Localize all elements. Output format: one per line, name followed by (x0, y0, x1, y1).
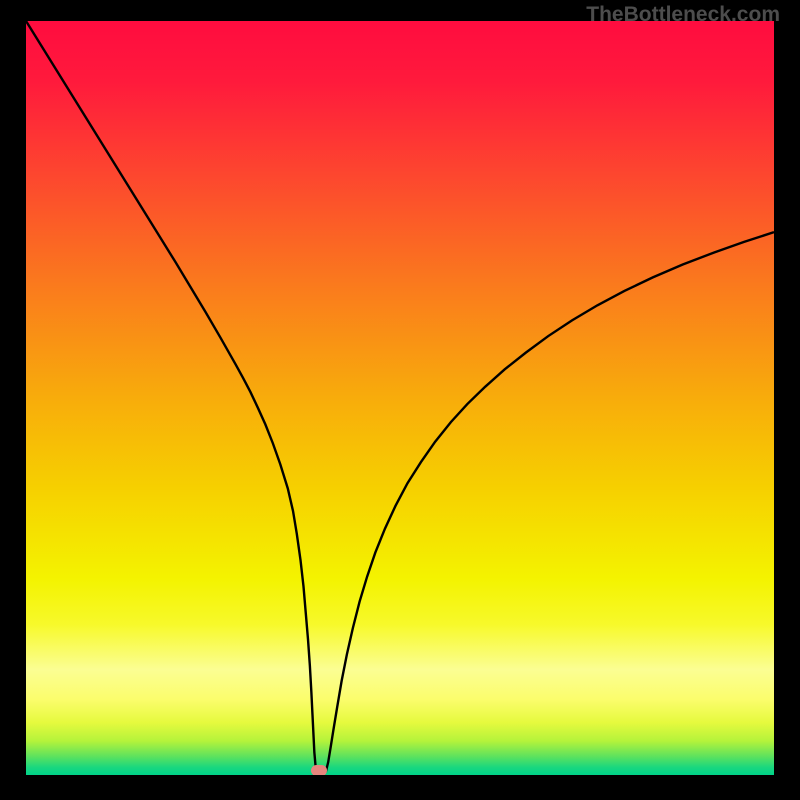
chart-svg (26, 21, 774, 775)
watermark-text: TheBottleneck.com (586, 3, 780, 27)
chart-curve (26, 21, 774, 775)
chart-frame: TheBottleneck.com (0, 0, 800, 800)
chart-min-marker (311, 765, 327, 775)
chart-plot-area (26, 21, 774, 775)
